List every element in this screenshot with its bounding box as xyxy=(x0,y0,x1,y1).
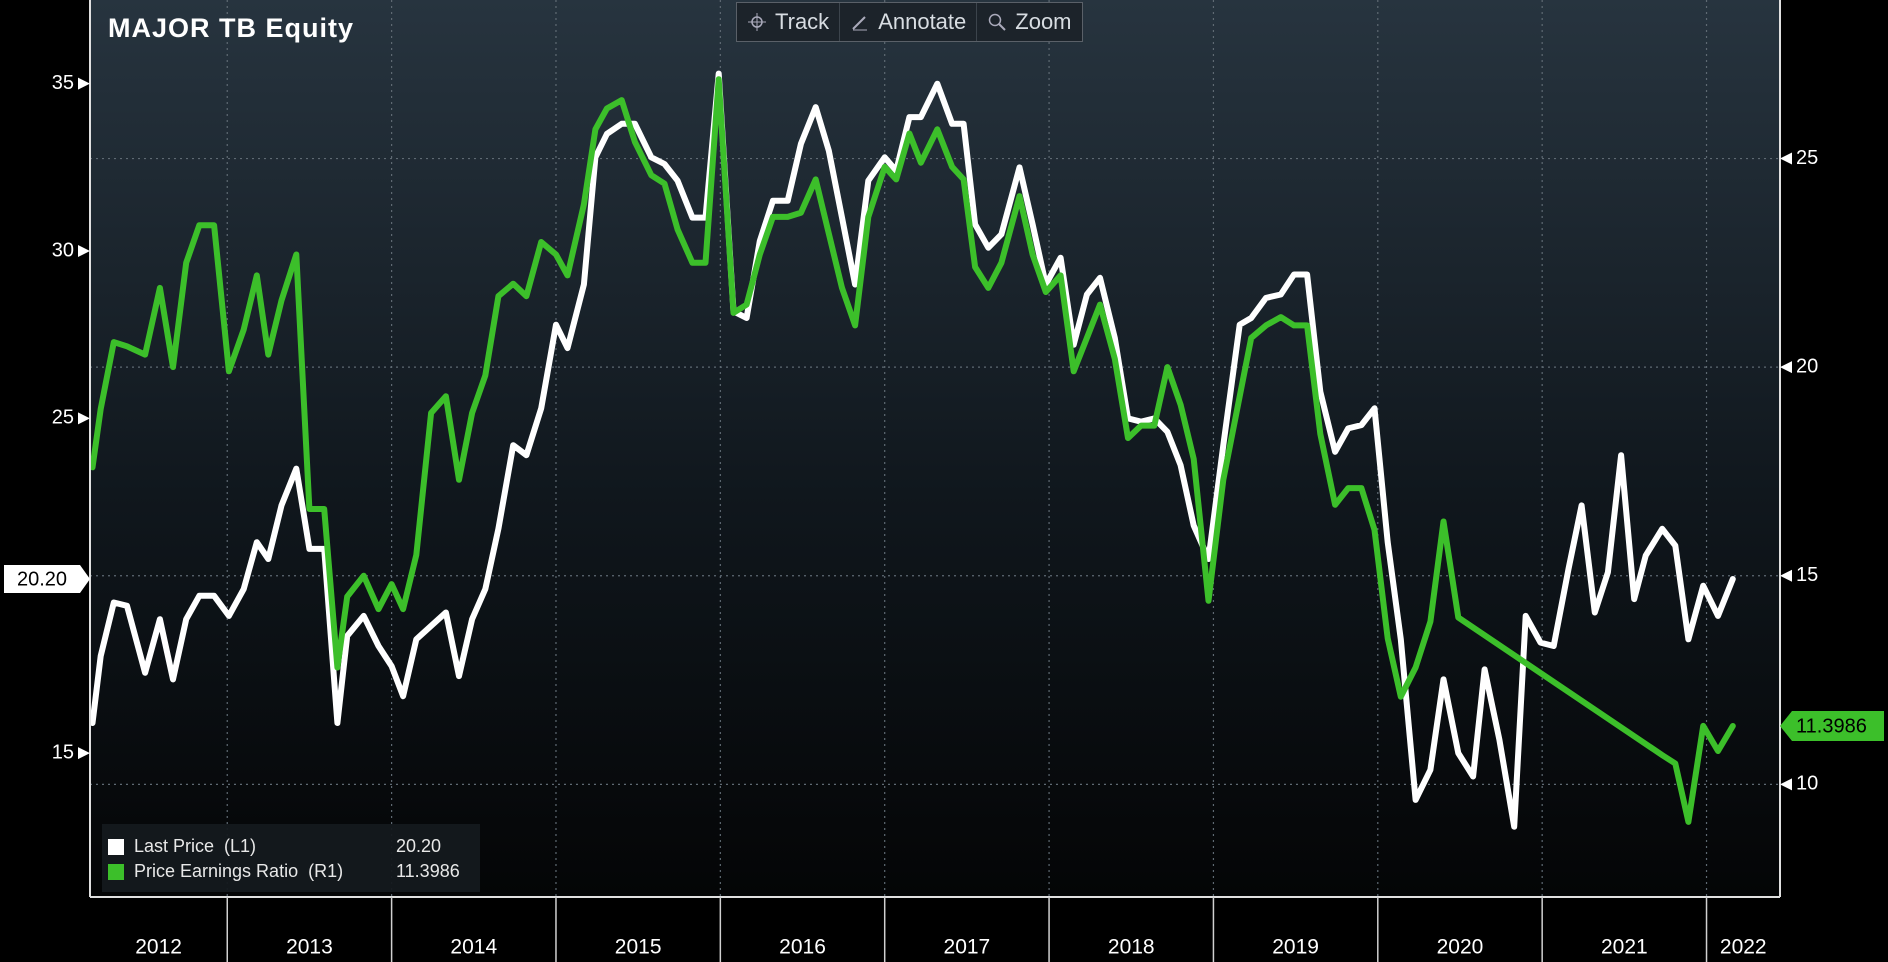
y2-tick-mark xyxy=(1780,361,1792,374)
y-tick-label: 35 xyxy=(52,72,74,94)
zoom-button[interactable]: Zoom xyxy=(977,3,1081,41)
lines xyxy=(89,70,1736,830)
x-tick-label: 2018 xyxy=(1108,936,1155,959)
zoom-label: Zoom xyxy=(1015,9,1072,34)
y-tick-mark xyxy=(78,412,90,425)
annotate-icon xyxy=(852,16,868,31)
y-tick-mark xyxy=(78,77,90,90)
track-label: Track xyxy=(775,9,830,34)
y2-tick-mark xyxy=(1780,778,1792,791)
y-tick-label: 25 xyxy=(52,407,74,429)
y2-tick-label: 20 xyxy=(1796,355,1818,377)
chart-title: MAJOR TB Equity xyxy=(108,13,354,43)
x-tick-label: 2019 xyxy=(1272,936,1319,959)
legend-swatch xyxy=(108,864,124,880)
legend-value: 11.3986 xyxy=(396,861,460,881)
legend: Last Price (L1) 20.20 Price Earnings Ratio… xyxy=(102,824,480,892)
legend-value: 20.20 xyxy=(396,836,441,856)
x-tick-label: 2013 xyxy=(286,936,333,959)
x-tick-label: 2021 xyxy=(1601,936,1648,959)
annotate-button[interactable]: Annotate xyxy=(840,3,978,41)
x-tick-label: 2015 xyxy=(615,936,662,959)
zoom-icon xyxy=(989,13,1006,31)
y2-tick-mark xyxy=(1780,152,1792,165)
x-tick-label: 2012 xyxy=(135,936,182,959)
last-value-tag xyxy=(1780,711,1884,742)
x-tick-label: 2014 xyxy=(450,936,497,959)
legend-label: Last Price (L1) xyxy=(134,836,256,856)
last-value-label: 20.20 xyxy=(17,568,67,590)
series-line xyxy=(89,76,1736,825)
x-tick-label: 2016 xyxy=(779,936,826,959)
legend-label: Price Earnings Ratio (R1) xyxy=(134,861,343,881)
y2-tick-mark xyxy=(1780,569,1792,582)
legend-swatch xyxy=(108,839,124,855)
x-tick-label: 2020 xyxy=(1437,936,1484,959)
track-icon xyxy=(748,13,766,31)
toolbar: Track Annotate Zoom xyxy=(736,2,1083,42)
y-tick-label: 30 xyxy=(52,239,74,261)
y2-tick-label: 25 xyxy=(1796,147,1818,169)
axes: 15 25 30 35 10 15 20 25 2012 2013 2014 2015 2016 2017… xyxy=(52,0,1818,962)
track-button[interactable]: Track xyxy=(737,3,841,41)
annotate-label: Annotate xyxy=(878,9,967,34)
y-tick-label: 15 xyxy=(52,741,74,763)
y-tick-mark xyxy=(78,245,90,258)
series-line xyxy=(89,70,1736,830)
last-value-tag xyxy=(4,565,90,594)
x-tick-label: 2022 xyxy=(1720,936,1767,959)
last-value-label: 11.3986 xyxy=(1796,715,1867,737)
legend-box xyxy=(102,824,480,892)
y2-tick-label: 15 xyxy=(1796,564,1818,586)
y-tick-mark xyxy=(78,747,90,760)
y2-tick-label: 10 xyxy=(1796,773,1818,795)
x-tick-label: 2017 xyxy=(944,936,991,959)
